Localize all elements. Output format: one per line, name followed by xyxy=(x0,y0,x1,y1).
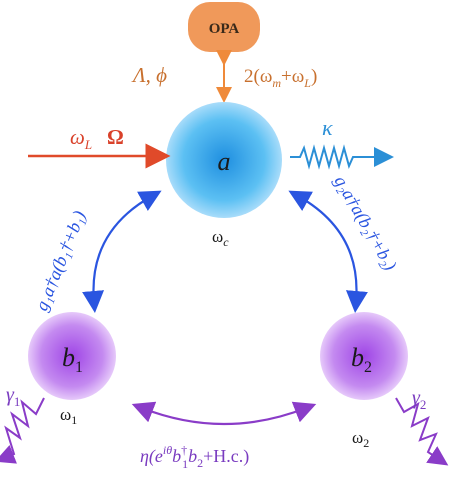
mech2-symbol: b2 xyxy=(351,343,372,376)
drive-amplitude: Ω xyxy=(107,125,124,149)
mech1-frequency: ω1 xyxy=(60,405,77,427)
mechanical-mode-2 xyxy=(320,312,408,400)
mech1-symbol: b1 xyxy=(62,343,83,376)
mech2-frequency: ω2 xyxy=(352,428,369,450)
coupling-1-label: g₁a†a(b₁†+b₁) xyxy=(31,208,90,314)
drive-frequency: ωL xyxy=(70,125,92,152)
coupling-2-label: g₂a†a(b₂†+b₂) xyxy=(330,172,401,274)
mech2-damping-rate: γ2 xyxy=(412,387,426,412)
pump-frequency-label: 2(ωm+ωL) xyxy=(244,66,317,90)
mech1-damping-rate: γ1 xyxy=(6,384,20,409)
cavity-frequency: ωc xyxy=(212,227,229,249)
phonon-hopping-arrow xyxy=(131,401,317,426)
coupling-arrow-2 xyxy=(288,190,368,313)
cavity-decay-rate: κ xyxy=(322,115,333,140)
opa-label: OPA xyxy=(209,21,240,37)
mechanical-mode-1 xyxy=(28,312,116,400)
mech1-damping-wave xyxy=(0,397,45,464)
mech2-damping-wave xyxy=(395,397,449,466)
cavity-symbol: a xyxy=(218,147,231,176)
coupling-arrow-1 xyxy=(82,190,162,313)
pump-params-label: Λ, ϕ xyxy=(131,63,167,87)
phonon-hopping-label: η(eiθb† 1b2+H.c.) xyxy=(140,443,249,471)
cavity-mode xyxy=(166,102,282,218)
opa-box xyxy=(188,2,260,52)
cavity-decay-wave xyxy=(290,144,394,170)
